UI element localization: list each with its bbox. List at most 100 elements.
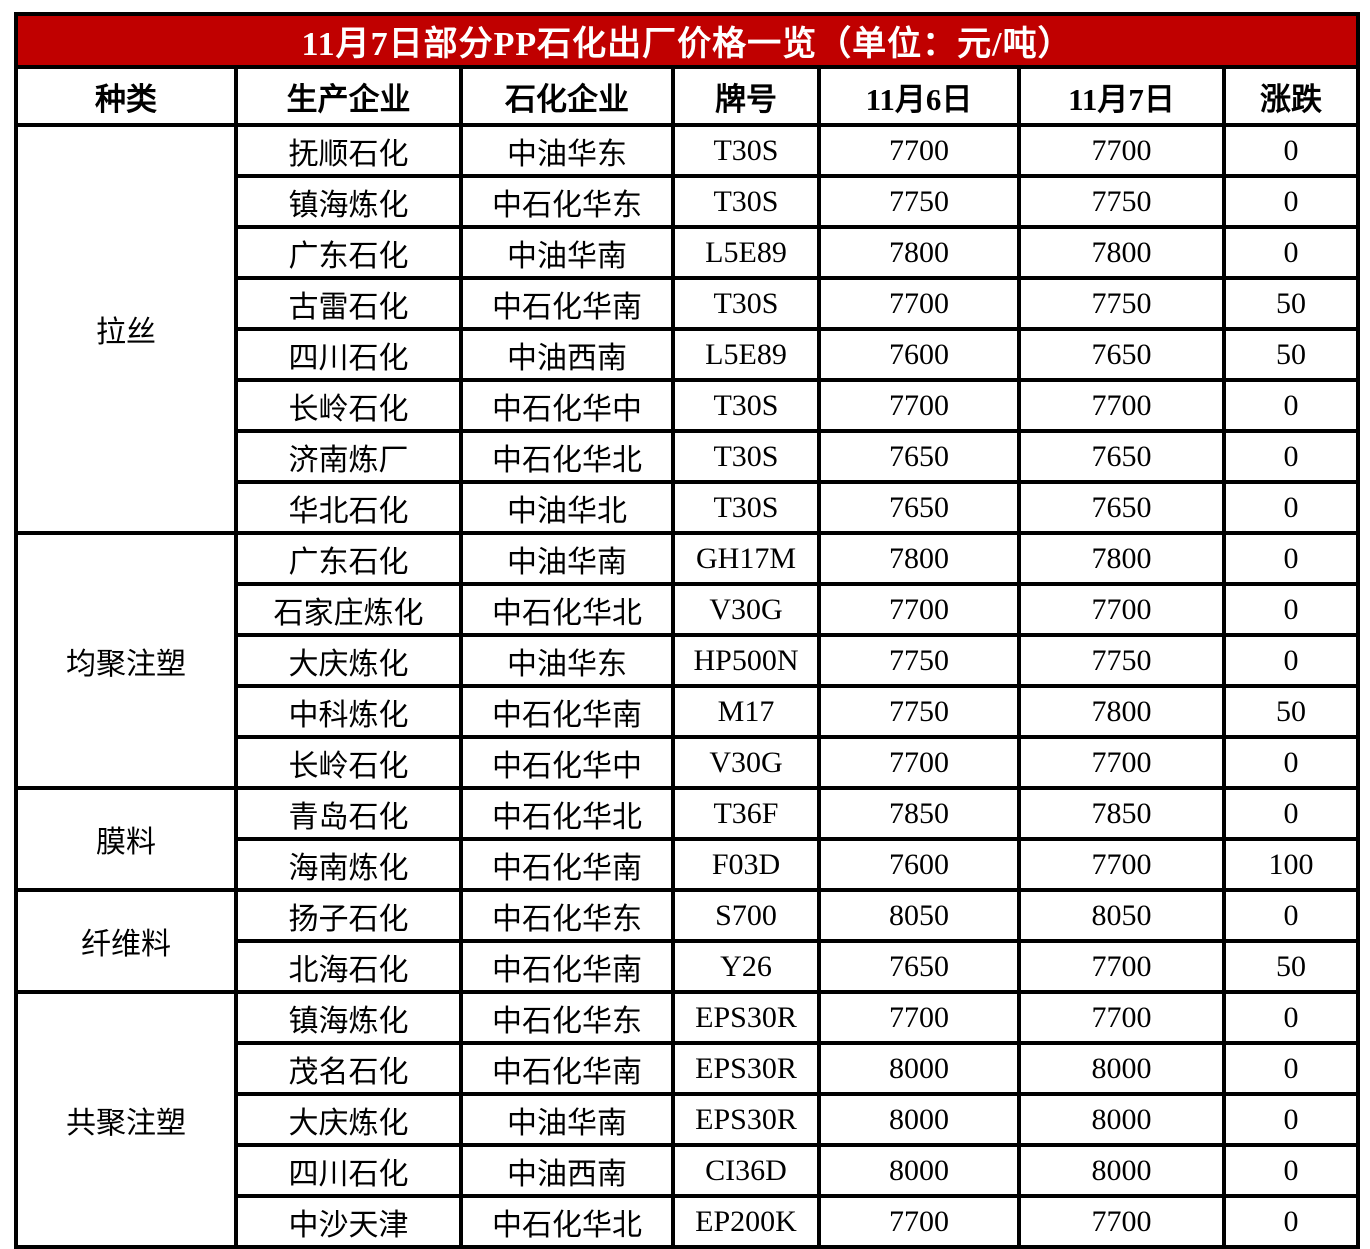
grade-cell: T36F <box>671 786 821 841</box>
price-nov7-cell: 7750 <box>1017 276 1226 331</box>
price-nov7-cell: 7800 <box>1017 225 1226 280</box>
price-nov6-cell: 7750 <box>817 174 1021 229</box>
petrochem-company-cell: 中石化华东 <box>459 888 675 943</box>
price-nov6-cell: 7800 <box>817 225 1021 280</box>
change-cell: 50 <box>1221 684 1361 739</box>
price-nov6-cell: 8000 <box>817 1041 1021 1096</box>
change-cell: 100 <box>1221 837 1361 892</box>
grade-cell: T30S <box>671 276 821 331</box>
table-body: 拉丝 抚顺石化 中油华东 T30S 7700 7700 0 镇海炼化 中石化华东 T30S 7750… <box>14 123 1361 1249</box>
change-cell: 0 <box>1221 225 1361 280</box>
grade-cell: T30S <box>671 480 821 535</box>
change-cell: 0 <box>1221 1041 1361 1096</box>
producer-cell: 青岛石化 <box>234 786 463 841</box>
column-header-2: 生产企业 <box>234 65 463 127</box>
price-nov7-cell: 7800 <box>1017 684 1226 739</box>
change-cell: 0 <box>1221 1092 1361 1147</box>
table-row: 茂名石化 中石化华南 EPS30R 8000 8000 0 <box>16 1041 1361 1096</box>
change-cell: 50 <box>1221 276 1361 331</box>
change-cell: 0 <box>1221 1194 1361 1249</box>
grade-cell: V30G <box>671 735 821 790</box>
table-row: 石家庄炼化 中石化华北 V30G 7700 7700 0 <box>16 582 1361 637</box>
price-nov6-cell: 7700 <box>817 123 1021 178</box>
category-cell: 均聚注塑 <box>14 531 238 790</box>
producer-cell: 扬子石化 <box>234 888 463 943</box>
producer-cell: 镇海炼化 <box>234 174 463 229</box>
grade-cell: T30S <box>671 429 821 484</box>
price-nov7-cell: 7700 <box>1017 735 1226 790</box>
table-row: 广东石化 中油华南 L5E89 7800 7800 0 <box>16 225 1361 280</box>
grade-cell: HP500N <box>671 633 821 688</box>
petrochem-company-cell: 中石化华北 <box>459 429 675 484</box>
petrochem-company-cell: 中油华南 <box>459 1092 675 1147</box>
producer-cell: 抚顺石化 <box>234 123 463 178</box>
price-nov6-cell: 7700 <box>817 1194 1021 1249</box>
table-row: 大庆炼化 中油华东 HP500N 7750 7750 0 <box>16 633 1361 688</box>
petrochem-company-cell: 中石化华中 <box>459 735 675 790</box>
petrochem-company-cell: 中石化华南 <box>459 939 675 994</box>
petrochem-company-cell: 中油西南 <box>459 1143 675 1198</box>
table-row: 均聚注塑 广东石化 中油华南 GH17M 7800 7800 0 <box>14 531 1361 790</box>
producer-cell: 济南炼厂 <box>234 429 463 484</box>
change-cell: 0 <box>1221 786 1361 841</box>
price-nov7-cell: 7650 <box>1017 429 1226 484</box>
change-cell: 0 <box>1221 1143 1361 1198</box>
petrochem-company-cell: 中油华东 <box>459 633 675 688</box>
price-nov6-cell: 7650 <box>817 429 1021 484</box>
change-cell: 0 <box>1221 633 1361 688</box>
petrochem-company-cell: 中油西南 <box>459 327 675 382</box>
title-row: 11月7日部分PP石化出厂价格一览（单位：元/吨） <box>13 12 1361 69</box>
producer-cell: 中科炼化 <box>234 684 463 739</box>
price-nov7-cell: 8050 <box>1017 888 1226 943</box>
petrochem-company-cell: 中石化华北 <box>459 786 675 841</box>
producer-cell: 大庆炼化 <box>234 633 463 688</box>
change-cell: 0 <box>1221 480 1361 535</box>
price-nov6-cell: 7700 <box>817 582 1021 637</box>
price-nov6-cell: 7850 <box>817 786 1021 841</box>
price-nov6-cell: 8000 <box>817 1143 1021 1198</box>
column-header-3: 石化企业 <box>459 65 675 127</box>
change-cell: 0 <box>1221 531 1361 586</box>
price-nov7-cell: 8000 <box>1017 1143 1226 1198</box>
grade-cell: V30G <box>671 582 821 637</box>
petrochem-company-cell: 中石化华南 <box>459 276 675 331</box>
price-nov6-cell: 7700 <box>817 990 1021 1045</box>
table-head: 11月7日部分PP石化出厂价格一览（单位：元/吨） 种类 生产企业 石化企业 牌号 11… <box>13 12 1361 127</box>
producer-cell: 大庆炼化 <box>234 1092 463 1147</box>
table-row: 四川石化 中油西南 CI36D 8000 8000 0 <box>16 1143 1361 1198</box>
producer-cell: 四川石化 <box>234 327 463 382</box>
price-nov7-cell: 7850 <box>1017 786 1226 841</box>
grade-cell: GH17M <box>671 531 821 586</box>
change-cell: 0 <box>1221 735 1361 790</box>
category-cell: 纤维料 <box>14 888 238 994</box>
petrochem-company-cell: 中油华南 <box>459 225 675 280</box>
category-cell: 拉丝 <box>14 123 238 535</box>
producer-cell: 广东石化 <box>234 531 463 586</box>
price-nov7-cell: 7800 <box>1017 531 1226 586</box>
category-cell: 共聚注塑 <box>14 990 238 1249</box>
price-nov7-cell: 7650 <box>1017 327 1226 382</box>
price-nov7-cell: 7700 <box>1017 378 1226 433</box>
table-row: 拉丝 抚顺石化 中油华东 T30S 7700 7700 0 <box>14 123 1361 535</box>
price-nov6-cell: 7800 <box>817 531 1021 586</box>
petrochem-company-cell: 中石化华北 <box>459 582 675 637</box>
change-cell: 50 <box>1221 327 1361 382</box>
table-row: 共聚注塑 镇海炼化 中石化华东 EPS30R 7700 7700 0 <box>14 990 1361 1249</box>
producer-cell: 广东石化 <box>234 225 463 280</box>
grade-cell: M17 <box>671 684 821 739</box>
table-row: 北海石化 中石化华南 Y26 7650 7700 50 <box>16 939 1361 994</box>
price-nov7-cell: 7700 <box>1017 939 1226 994</box>
change-cell: 0 <box>1221 429 1361 484</box>
change-cell: 0 <box>1221 888 1361 943</box>
producer-cell: 镇海炼化 <box>234 990 463 1045</box>
table-title: 11月7日部分PP石化出厂价格一览（单位：元/吨） <box>13 12 1361 69</box>
grade-cell: S700 <box>671 888 821 943</box>
price-nov7-cell: 7700 <box>1017 123 1226 178</box>
price-nov6-cell: 7700 <box>817 276 1021 331</box>
column-header-7: 涨跌 <box>1221 65 1361 127</box>
petrochem-company-cell: 中石化华东 <box>459 990 675 1045</box>
category-cell: 膜料 <box>14 786 238 892</box>
price-nov6-cell: 7750 <box>817 633 1021 688</box>
table-row: 镇海炼化 中石化华东 T30S 7750 7750 0 <box>16 174 1361 229</box>
